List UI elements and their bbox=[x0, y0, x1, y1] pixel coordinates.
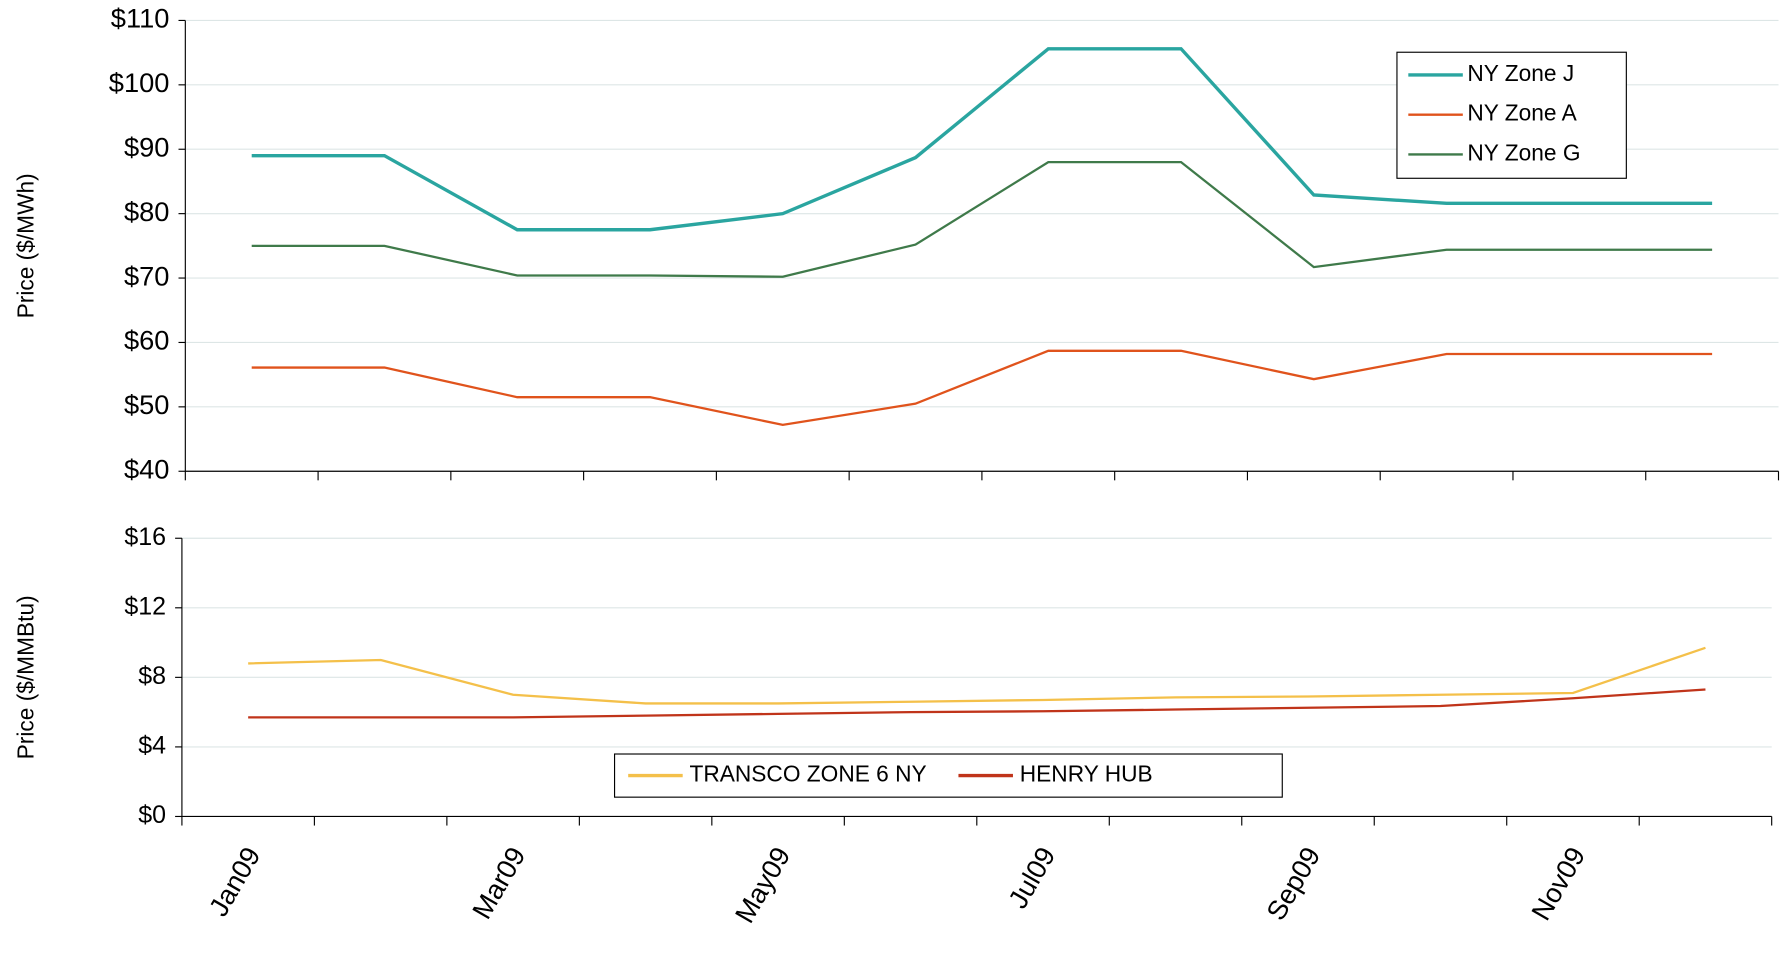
y-tick-label: $60 bbox=[124, 325, 169, 356]
x-tick-label: Sep09 bbox=[1260, 842, 1326, 926]
legend-label: NY Zone A bbox=[1467, 100, 1577, 126]
y-axis-title: Price ($/MWh) bbox=[12, 173, 38, 318]
x-tick-label: May09 bbox=[729, 842, 797, 928]
y-tick-label: $50 bbox=[124, 389, 169, 420]
series-line bbox=[248, 688, 1706, 719]
y-tick-label: $100 bbox=[109, 67, 170, 98]
y-tick-label: $110 bbox=[111, 3, 170, 34]
x-tick-label: Mar09 bbox=[466, 842, 531, 924]
x-tick-label: Jul09 bbox=[1002, 842, 1061, 914]
legend-label: NY Zone J bbox=[1467, 60, 1574, 86]
y-tick-label: $0 bbox=[138, 801, 166, 829]
series-line bbox=[251, 349, 1713, 427]
legend-label: HENRY HUB bbox=[1020, 761, 1153, 787]
y-tick-label: $80 bbox=[124, 196, 169, 227]
legend-box bbox=[613, 753, 1283, 798]
x-tick-label: Nov09 bbox=[1525, 842, 1591, 926]
series-line bbox=[251, 160, 1713, 278]
y-axis-title: Price ($/MMBtu) bbox=[12, 595, 38, 759]
series-line bbox=[248, 646, 1706, 705]
y-tick-label: $16 bbox=[124, 523, 166, 551]
y-tick-label: $12 bbox=[124, 592, 166, 620]
legend-label: TRANSCO ZONE 6 NY bbox=[690, 761, 927, 787]
y-tick-label: $4 bbox=[138, 732, 166, 760]
y-tick-label: $40 bbox=[124, 453, 169, 484]
x-tick-label: Jan09 bbox=[202, 842, 266, 922]
y-tick-label: $8 bbox=[138, 662, 166, 690]
y-tick-label: $90 bbox=[124, 131, 169, 162]
series-line bbox=[251, 47, 1713, 232]
y-tick-label: $70 bbox=[124, 260, 169, 291]
legend-label: NY Zone G bbox=[1467, 139, 1580, 165]
